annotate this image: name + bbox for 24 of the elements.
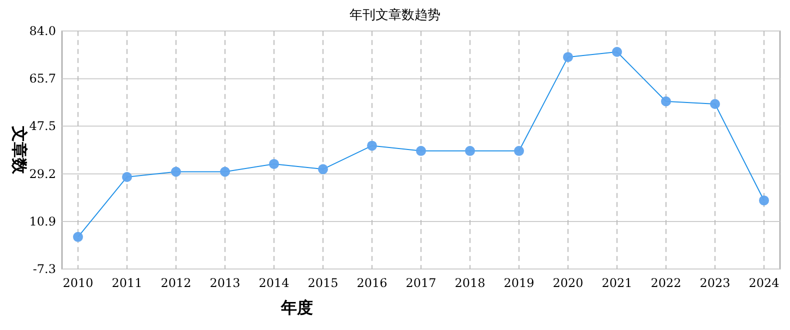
- y-axis-title: 文章数: [10, 125, 29, 175]
- y-tick-label: 29.2: [29, 166, 56, 181]
- x-tick-label: 2013: [210, 276, 240, 290]
- x-tick-label: 2023: [700, 276, 730, 290]
- chart-title: 年刊文章数趋势: [350, 8, 440, 23]
- x-tick-label: 2020: [552, 276, 584, 290]
- x-axis-title: 年度: [280, 298, 313, 317]
- y-tick-label: 10.9: [29, 214, 56, 229]
- x-tick-label: 2011: [112, 276, 142, 290]
- x-tick-label: 2015: [308, 276, 338, 290]
- x-tick-label: 2018: [454, 276, 486, 290]
- x-tick-label: 2012: [160, 276, 192, 290]
- x-tick-label: 2016: [356, 276, 388, 290]
- x-tick-label: 2024: [748, 276, 780, 290]
- y-tick-label: 47.5: [29, 119, 56, 134]
- x-tick-label: 2021: [602, 276, 632, 290]
- x-tick-label: 2010: [62, 276, 94, 290]
- x-tick-label: 2019: [504, 276, 534, 290]
- y-tick-label: 84.0: [29, 24, 56, 38]
- y-tick-label: -7.3: [32, 262, 56, 276]
- x-tick-label: 2022: [650, 276, 682, 290]
- x-tick-label: 2017: [406, 276, 436, 290]
- x-tick-label: 2014: [258, 276, 290, 290]
- y-tick-label: 65.7: [29, 72, 56, 86]
